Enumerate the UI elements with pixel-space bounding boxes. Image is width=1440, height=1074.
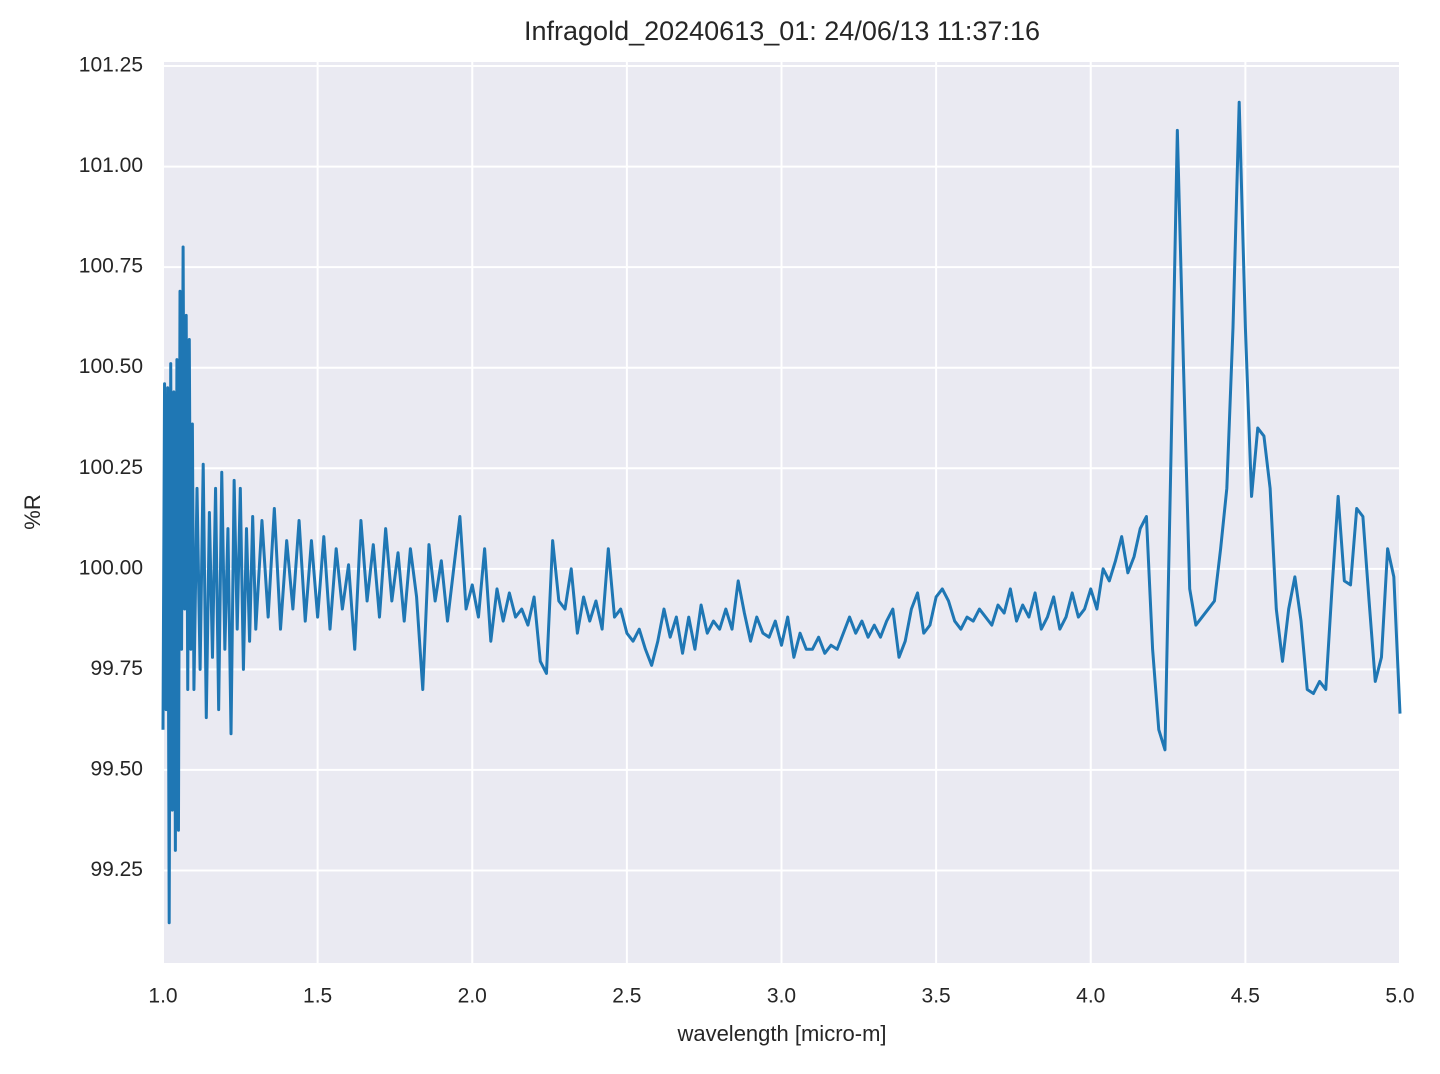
y-tick-label: 99.75 [90,657,143,680]
x-tick-label: 3.5 [922,985,951,1008]
y-tick-label: 100.75 [79,255,143,278]
x-tick-label: 4.0 [1076,985,1105,1008]
x-tick-label: 1.5 [303,985,332,1008]
x-tick-label: 2.0 [458,985,487,1008]
y-tick-label: 100.50 [79,355,143,378]
y-tick-label: 101.00 [79,154,143,177]
y-axis-label: %R [20,494,45,529]
y-tick-label: 101.25 [79,54,143,77]
x-tick-label: 2.5 [612,985,641,1008]
y-tick-label: 99.50 [90,757,143,780]
x-axis-label: wavelength [micro-m] [676,1021,886,1046]
y-tick-label: 100.25 [79,456,143,479]
y-tick-label: 100.00 [79,556,143,579]
x-tick-label: 5.0 [1385,985,1414,1008]
chart-title: Infragold_20240613_01: 24/06/13 11:37:16 [524,16,1040,46]
x-tick-label: 3.0 [767,985,796,1008]
data-line [161,100,1402,925]
y-tick-label: 99.25 [90,858,143,881]
x-tick-label: 4.5 [1231,985,1260,1008]
x-tick-label: 1.0 [148,985,177,1008]
